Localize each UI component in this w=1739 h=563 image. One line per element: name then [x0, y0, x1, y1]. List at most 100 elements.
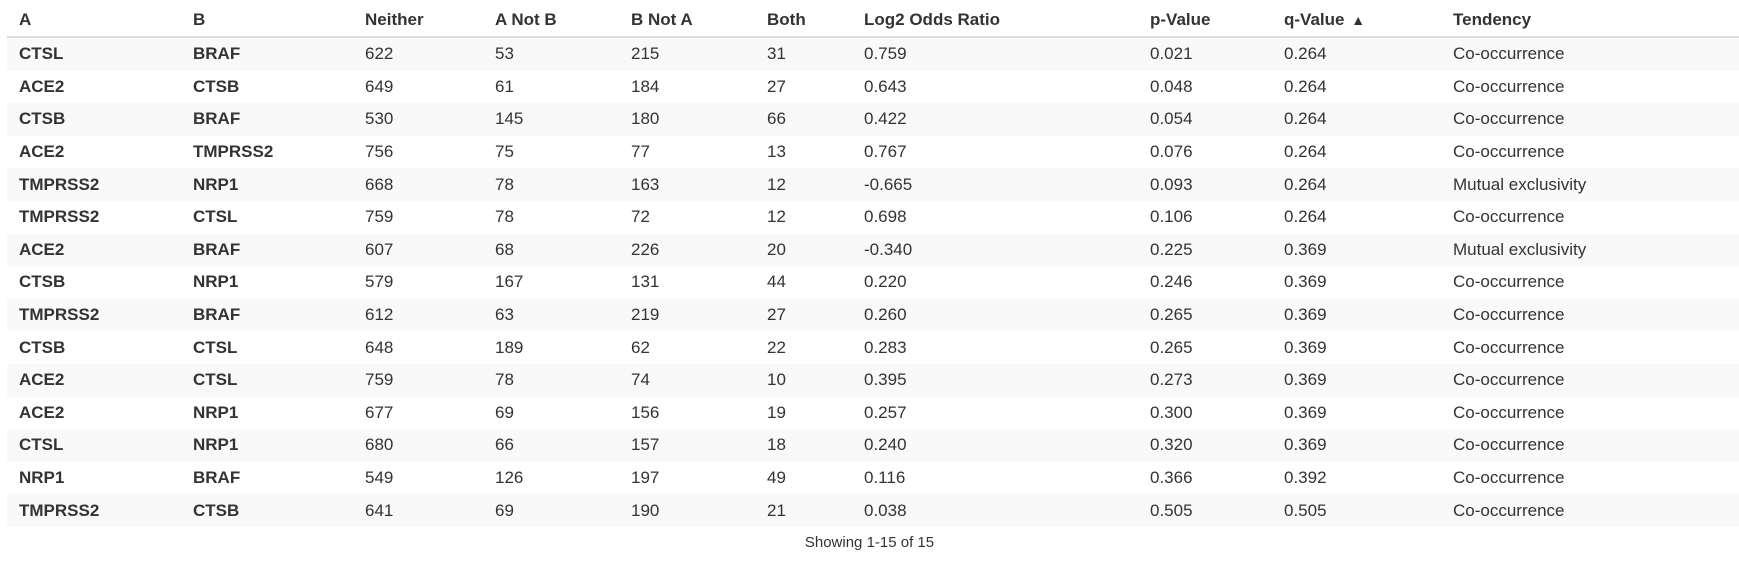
cell-log2: 0.220 — [852, 266, 1138, 299]
table-row: CTSB BRAF 530 145 180 66 0.422 0.054 0.264 Co-occ… — [7, 103, 1739, 136]
cell-neither: 549 — [353, 461, 483, 495]
cell-a-not-b: 78 — [483, 200, 619, 234]
cell-neither: 530 — [353, 103, 483, 136]
cell-both: 12 — [755, 200, 852, 234]
table-body: CTSL BRAF 622 53 215 31 0.759 0.021 0.264 Co-occu… — [7, 37, 1739, 527]
cell-tendency: Co-occurrence — [1441, 429, 1739, 462]
cell-b-not-a: 226 — [619, 233, 755, 267]
cell-neither: 759 — [353, 363, 483, 397]
cell-both: 27 — [755, 298, 852, 332]
cell-both: 19 — [755, 396, 852, 430]
cell-tendency: Co-occurrence — [1441, 461, 1739, 495]
cell-log2: 0.038 — [852, 494, 1138, 527]
column-header-label: Both — [767, 10, 806, 29]
cell-a-not-b: 68 — [483, 233, 619, 267]
cell-p: 0.505 — [1138, 494, 1272, 527]
cell-log2: -0.340 — [852, 233, 1138, 267]
cell-a-not-b: 61 — [483, 70, 619, 104]
cell-b-not-a: 77 — [619, 135, 755, 169]
sort-ascending-icon: ▲ — [1351, 12, 1366, 28]
cell-a-not-b: 78 — [483, 168, 619, 201]
cell-b: CTSB — [181, 70, 353, 104]
cell-b-not-a: 157 — [619, 429, 755, 462]
cell-p: 0.054 — [1138, 103, 1272, 136]
cell-q: 0.392 — [1272, 461, 1441, 495]
cell-log2: 0.759 — [852, 37, 1138, 71]
cell-q: 0.264 — [1272, 168, 1441, 201]
cell-tendency: Co-occurrence — [1441, 70, 1739, 104]
cell-b: BRAF — [181, 233, 353, 267]
cell-b-not-a: 197 — [619, 461, 755, 495]
column-header-p[interactable]: p-Value — [1138, 4, 1272, 38]
cell-b: BRAF — [181, 298, 353, 332]
cell-b: CTSB — [181, 494, 353, 527]
cell-b: CTSL — [181, 200, 353, 234]
cell-p: 0.048 — [1138, 70, 1272, 104]
table-row: CTSB CTSL 648 189 62 22 0.283 0.265 0.369 Co-occu… — [7, 331, 1739, 364]
cell-neither: 579 — [353, 266, 483, 299]
cell-log2: -0.665 — [852, 168, 1138, 201]
cell-log2: 0.395 — [852, 363, 1138, 397]
column-header-a[interactable]: A — [7, 4, 181, 38]
cell-neither: 677 — [353, 396, 483, 430]
column-header-b[interactable]: B — [181, 4, 353, 38]
cell-log2: 0.240 — [852, 429, 1138, 462]
table-row: ACE2 BRAF 607 68 226 20 -0.340 0.225 0.369 Mutual… — [7, 233, 1739, 267]
cell-a-not-b: 53 — [483, 37, 619, 71]
cell-b-not-a: 74 — [619, 363, 755, 397]
cell-q: 0.264 — [1272, 103, 1441, 136]
cell-b: NRP1 — [181, 429, 353, 462]
cell-b-not-a: 62 — [619, 331, 755, 364]
cell-both: 49 — [755, 461, 852, 495]
table-header-row: A B Neither A Not B B Not A Both Log2 Odds Rat… — [7, 4, 1739, 38]
column-header-neither[interactable]: Neither — [353, 4, 483, 38]
column-header-a-not-b[interactable]: A Not B — [483, 4, 619, 38]
cell-b-not-a: 215 — [619, 37, 755, 71]
mutual-exclusivity-table: A B Neither A Not B B Not A Both Log2 Odds Rat… — [7, 4, 1739, 527]
cell-both: 20 — [755, 233, 852, 267]
column-header-q[interactable]: q-Value ▲ — [1272, 4, 1441, 38]
cell-a: CTSL — [7, 37, 181, 71]
column-header-tendency[interactable]: Tendency — [1441, 4, 1739, 38]
cell-p: 0.246 — [1138, 266, 1272, 299]
column-header-both[interactable]: Both — [755, 4, 852, 38]
cell-log2: 0.422 — [852, 103, 1138, 136]
cell-b: CTSL — [181, 331, 353, 364]
table-row: ACE2 CTSL 759 78 74 10 0.395 0.273 0.369 Co-occur… — [7, 363, 1739, 397]
cell-q: 0.369 — [1272, 266, 1441, 299]
table-row: TMPRSS2 CTSB 641 69 190 21 0.038 0.505 0.505 Co-o… — [7, 494, 1739, 527]
cell-log2: 0.643 — [852, 70, 1138, 104]
cell-a: TMPRSS2 — [7, 168, 181, 201]
cell-a-not-b: 69 — [483, 396, 619, 430]
cell-b-not-a: 180 — [619, 103, 755, 136]
cell-p: 0.021 — [1138, 37, 1272, 71]
cell-a: CTSL — [7, 429, 181, 462]
cell-both: 18 — [755, 429, 852, 462]
cell-q: 0.264 — [1272, 135, 1441, 169]
cell-both: 10 — [755, 363, 852, 397]
cell-a-not-b: 126 — [483, 461, 619, 495]
cell-a-not-b: 63 — [483, 298, 619, 332]
column-header-b-not-a[interactable]: B Not A — [619, 4, 755, 38]
cell-neither: 622 — [353, 37, 483, 71]
cell-a-not-b: 167 — [483, 266, 619, 299]
cell-a: ACE2 — [7, 70, 181, 104]
cell-a-not-b: 145 — [483, 103, 619, 136]
cell-tendency: Co-occurrence — [1441, 200, 1739, 234]
cell-tendency: Co-occurrence — [1441, 298, 1739, 332]
cell-p: 0.320 — [1138, 429, 1272, 462]
cell-p: 0.093 — [1138, 168, 1272, 201]
cell-both: 27 — [755, 70, 852, 104]
table-row: CTSL BRAF 622 53 215 31 0.759 0.021 0.264 Co-occu… — [7, 37, 1739, 71]
cell-b: BRAF — [181, 37, 353, 71]
cell-a: ACE2 — [7, 135, 181, 169]
cell-tendency: Co-occurrence — [1441, 363, 1739, 397]
cell-b-not-a: 219 — [619, 298, 755, 332]
cell-a-not-b: 189 — [483, 331, 619, 364]
cell-tendency: Co-occurrence — [1441, 103, 1739, 136]
cell-b: NRP1 — [181, 396, 353, 430]
cell-log2: 0.283 — [852, 331, 1138, 364]
cell-p: 0.300 — [1138, 396, 1272, 430]
column-header-log2[interactable]: Log2 Odds Ratio — [852, 4, 1138, 38]
cell-b-not-a: 163 — [619, 168, 755, 201]
